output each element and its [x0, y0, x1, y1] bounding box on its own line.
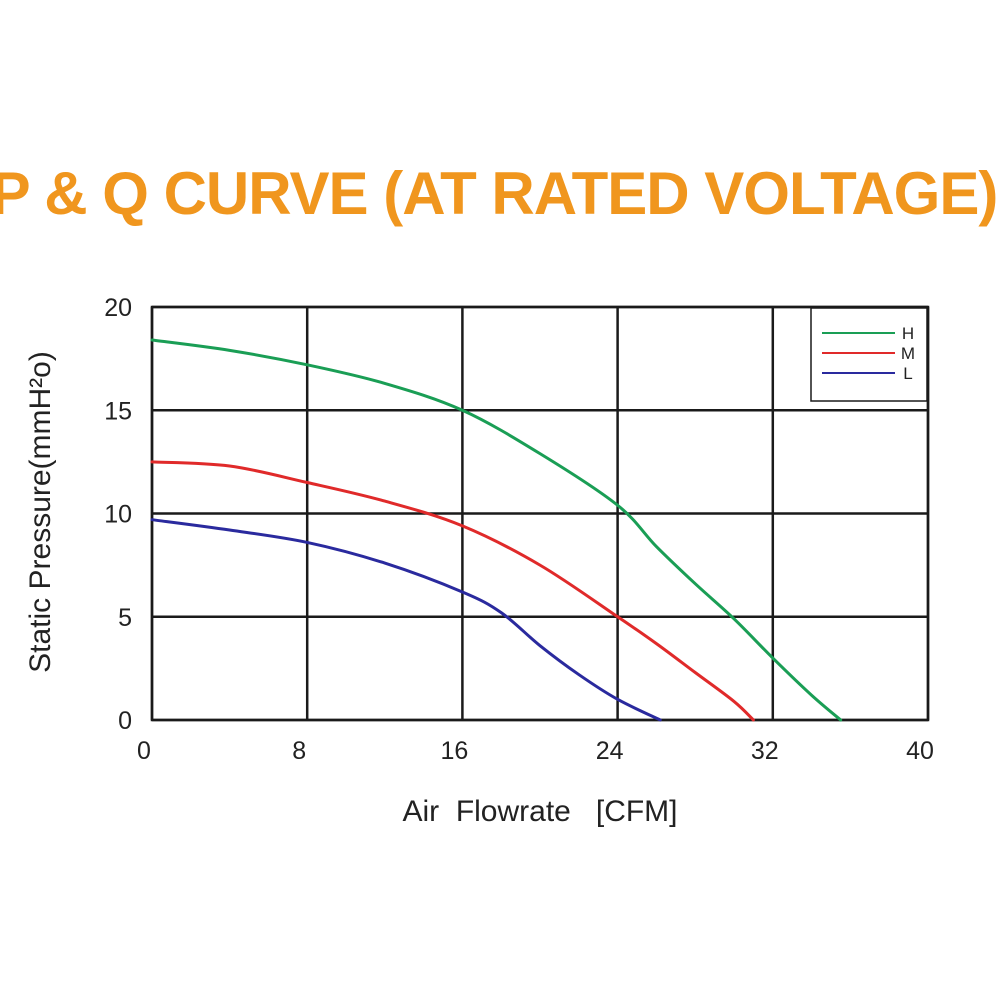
- x-tick-label: 32: [751, 737, 779, 765]
- series-line-m: [150, 460, 755, 722]
- y-tick-label: 10: [104, 501, 132, 529]
- x-tick-label: 16: [440, 737, 468, 765]
- x-tick-label: 0: [137, 737, 151, 765]
- x-tick-label: 8: [292, 737, 306, 765]
- series-lines: [150, 338, 843, 722]
- grid: [150, 305, 930, 722]
- y-axis-label: Static Pressure(mmH²o): [24, 351, 57, 673]
- x-tick-label: 40: [906, 737, 934, 765]
- chart-title: P & Q CURVE (AT RATED VOLTAGE): [0, 160, 997, 227]
- x-axis-label: Air Flowrate [CFM]: [402, 795, 677, 828]
- legend: HML: [810, 307, 928, 402]
- x-tick-labels: 0 8 16 24 32 40: [137, 737, 934, 765]
- y-tick-label: 0: [118, 707, 132, 735]
- legend-label-h: H: [902, 324, 914, 343]
- legend-label-m: M: [901, 344, 915, 363]
- y-tick-label: 5: [118, 604, 132, 632]
- legend-label-l: L: [903, 364, 912, 383]
- y-tick-label: 20: [104, 294, 132, 322]
- series-line-h: [150, 338, 843, 722]
- y-tick-label: 15: [104, 397, 132, 425]
- x-tick-label: 24: [596, 737, 624, 765]
- series-line-l: [150, 518, 662, 722]
- plot-frame: [150, 305, 930, 722]
- y-tick-labels: 0 5 10 15 20: [104, 294, 132, 735]
- legend-box: [810, 307, 928, 402]
